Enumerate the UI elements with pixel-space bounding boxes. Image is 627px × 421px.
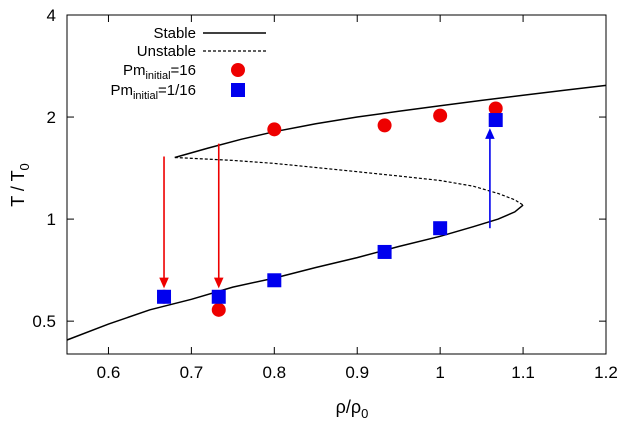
data-point-pm16 bbox=[377, 118, 392, 133]
legend-label: Pminitial=1/16 bbox=[110, 82, 196, 102]
data-point-pm16 bbox=[267, 122, 282, 137]
x-tick-label: 0.7 bbox=[180, 363, 204, 382]
x-tick-label: 1.1 bbox=[511, 363, 535, 382]
data-point-pm1-16 bbox=[433, 221, 448, 236]
legend-label: Pminitial=16 bbox=[123, 62, 196, 82]
y-tick-label: 2 bbox=[47, 108, 56, 127]
blue-arrow-head bbox=[485, 128, 495, 139]
stable-branch-line bbox=[174, 84, 607, 159]
legend-label: Stable bbox=[153, 25, 196, 42]
y-tick-label: 4 bbox=[47, 6, 56, 25]
data-point-pm1-16 bbox=[211, 289, 226, 304]
x-tick-label: 1 bbox=[435, 363, 444, 382]
plot-frame bbox=[66, 14, 607, 355]
y-tick-label: 0.5 bbox=[32, 312, 56, 331]
x-tick-label: 0.9 bbox=[345, 363, 369, 382]
unstable-branch-line bbox=[174, 156, 524, 206]
data-point-pm16 bbox=[433, 108, 448, 123]
data-point-pm16 bbox=[211, 302, 226, 317]
x-tick-label: 1.2 bbox=[594, 363, 618, 382]
red-arrow-head bbox=[159, 277, 169, 289]
arrows-layer bbox=[159, 128, 495, 289]
red-arrow-head bbox=[213, 277, 224, 289]
y-tick-label: 1 bbox=[47, 210, 56, 229]
data-point-pm1-16 bbox=[267, 273, 282, 288]
x-tick-label: 0.6 bbox=[97, 363, 121, 382]
points-layer bbox=[157, 101, 503, 317]
ticks-layer: 0.6 0.7 0.8 0.9 1 1.1 1.2 0.5 1 2 4 bbox=[32, 6, 617, 382]
stable-branch-line bbox=[66, 204, 524, 341]
curves-layer bbox=[66, 84, 607, 341]
data-point-pm1-16 bbox=[377, 244, 392, 259]
legend-circle-marker bbox=[231, 63, 245, 77]
legend-label: Unstable bbox=[137, 43, 196, 60]
legend-square-marker bbox=[231, 83, 245, 97]
x-tick-label: 0.8 bbox=[262, 363, 286, 382]
data-point-pm16 bbox=[488, 101, 503, 116]
data-point-pm1-16 bbox=[488, 113, 503, 128]
data-point-pm1-16 bbox=[157, 289, 172, 304]
x-axis-title: ρ/ρ0 bbox=[336, 397, 369, 421]
y-axis-title: T / T0 bbox=[8, 163, 32, 207]
